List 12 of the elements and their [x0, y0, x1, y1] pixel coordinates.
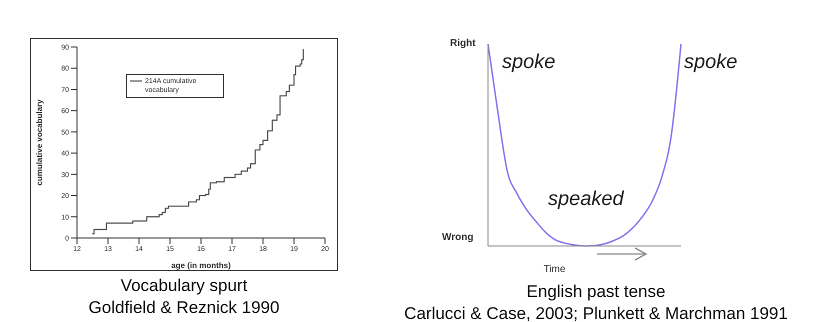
text: Goldfield & Reznick 1990 [88, 298, 280, 318]
text: spoke [684, 51, 738, 74]
x-axis-title: Time [544, 264, 566, 275]
text: Carlucci & Case, 2003; Plunkett & Marchman 1991 [403, 304, 789, 322]
text: Vocabulary spurt [120, 276, 248, 296]
annotation: spoke [502, 51, 556, 74]
text: Wrong [442, 232, 474, 243]
text: Right [450, 38, 476, 49]
x-axis-title: age (in months) [171, 261, 232, 270]
text: English past tense [526, 282, 666, 302]
y-axis-title: cumulative vocabulary [34, 98, 44, 186]
annotation: speaked [548, 188, 624, 211]
